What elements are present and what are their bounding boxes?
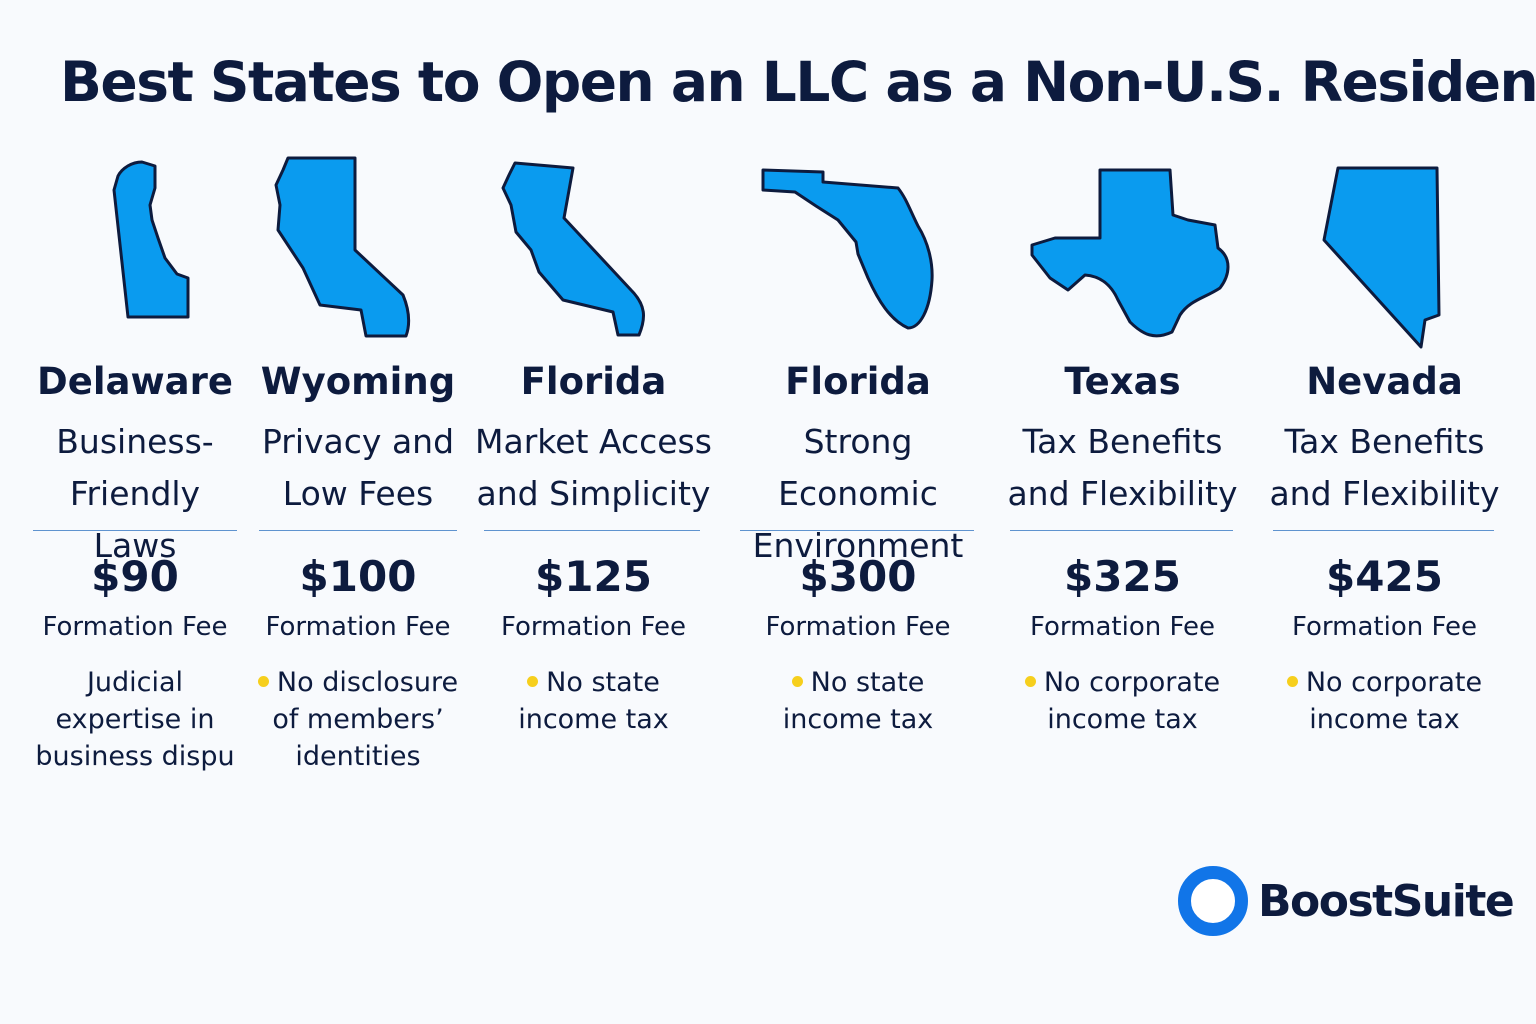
formation-fee-label: Formation Fee: [1291, 612, 1478, 642]
formation-fee-label: Formation Fee: [1029, 612, 1216, 642]
california-shape-icon: [274, 156, 411, 338]
page-title: Best States to Open an LLC as a Non-U.S.…: [60, 50, 1536, 114]
divider: [33, 530, 237, 531]
state-card-florida-2: Florida Strong Economic Environment $300…: [728, 150, 988, 735]
brand-name: BoostSuite: [1258, 875, 1515, 927]
formation-fee-label: Formation Fee: [765, 612, 951, 642]
bullet-icon: [791, 676, 803, 687]
formation-fee-amount: $125: [535, 552, 652, 601]
state-benefit-note: No corporate income tax: [1006, 664, 1239, 738]
state-benefit-note: No state income tax: [518, 667, 669, 735]
formation-fee-label: Formation Fee: [42, 612, 228, 642]
bullet-icon: [527, 676, 539, 687]
bullet-icon: [1286, 676, 1298, 687]
state-tagline: Tax Benefits and Flexibility: [1269, 422, 1500, 513]
state-card-wyoming: Wyoming Privacy and Low Fees $100 Format…: [257, 150, 458, 772]
state-card-nevada: Nevada Tax Benefits and Flexibility $425…: [1269, 150, 1500, 735]
formation-fee-amount: $325: [1064, 552, 1181, 601]
state-card-delaware: Delaware Business- Friendly Laws $90 For…: [30, 150, 240, 772]
divider: [1010, 530, 1233, 531]
state-tagline: Tax Benefits and Flexibility: [1007, 422, 1238, 513]
formation-fee-amount: $425: [1326, 552, 1443, 601]
state-tagline: Strong Economic Environment: [752, 422, 964, 565]
formation-fee-label: Formation Fee: [265, 612, 451, 642]
state-name: Florida: [785, 360, 931, 403]
state-name: Texas: [1064, 360, 1181, 403]
formation-fee-label: Formation Fee: [500, 612, 687, 642]
divider: [1273, 530, 1494, 531]
state-card-texas: Texas Tax Benefits and Flexibility $325 …: [1007, 150, 1238, 735]
brand-logo: BoostSuite: [1178, 866, 1515, 936]
state-tagline: Privacy and Low Fees: [261, 422, 455, 513]
state-tagline: Business- Friendly Laws: [56, 422, 214, 565]
state-benefit-note: No corporate income tax: [1268, 664, 1501, 738]
state-benefit-note: No state income tax: [782, 667, 934, 735]
state-name: Florida: [520, 360, 667, 403]
formation-fee-amount: $300: [799, 552, 917, 601]
california-shape-icon: [501, 161, 645, 337]
bullet-icon: [1024, 676, 1036, 687]
nevada-shape-icon: [1322, 166, 1441, 349]
state-benefit-note: No disclosure of members’ identities: [254, 664, 462, 775]
state-card-florida: Florida Market Access and Simplicity $12…: [475, 150, 712, 735]
state-name: Delaware: [37, 360, 233, 403]
divider: [484, 530, 700, 531]
divider: [740, 530, 974, 531]
formation-fee-amount: $100: [299, 552, 417, 601]
state-benefit-note: Judicial expertise in business dispu: [35, 667, 235, 772]
state-name: Nevada: [1306, 360, 1463, 403]
boostsuite-ring-logo-icon: [1178, 866, 1248, 936]
formation-fee-amount: $90: [91, 552, 179, 601]
florida-shape-icon: [761, 168, 934, 330]
texas-shape-icon: [1030, 168, 1230, 338]
divider: [259, 530, 457, 531]
state-name: Wyoming: [260, 360, 456, 403]
delaware-shape-icon: [112, 160, 190, 319]
bullet-icon: [257, 676, 269, 687]
state-tagline: Market Access and Simplicity: [475, 422, 712, 513]
